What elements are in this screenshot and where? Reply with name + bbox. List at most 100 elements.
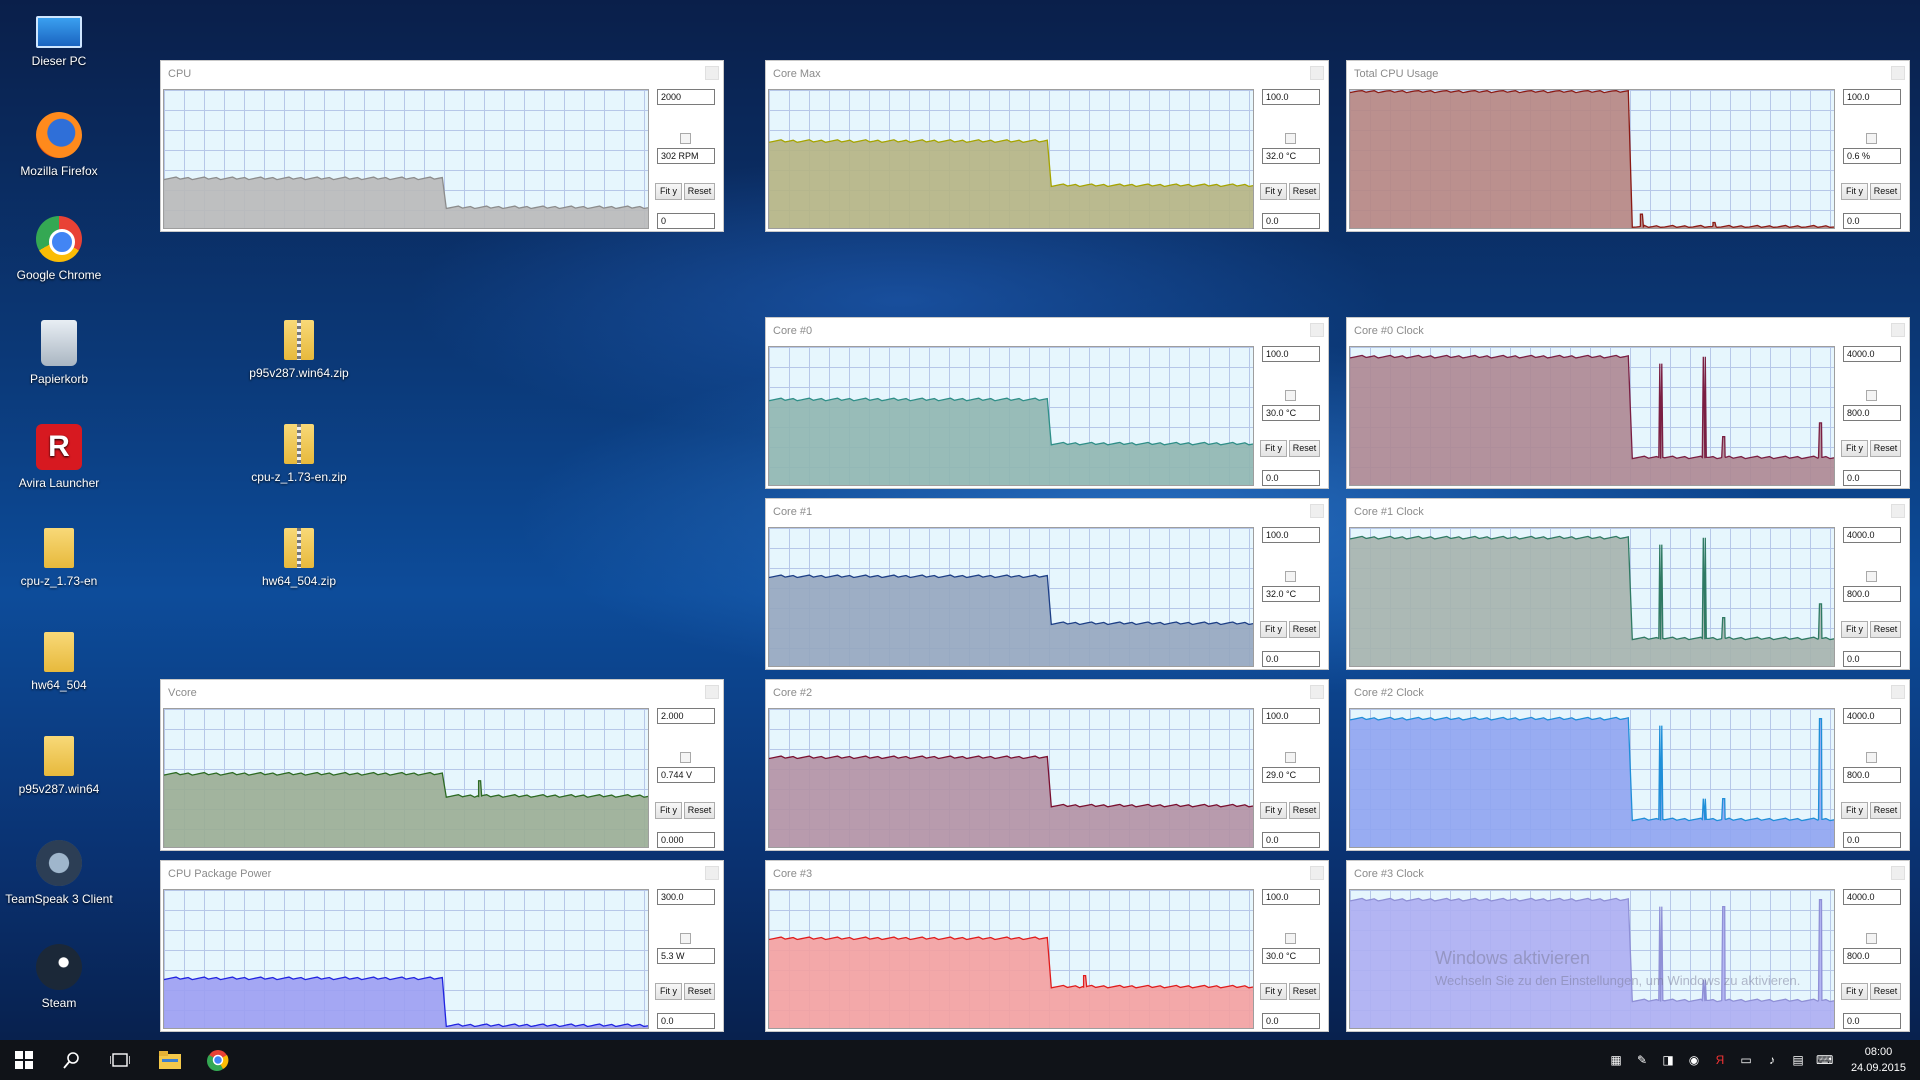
graph-window[interactable]: Vcore 2.000 0.744 V Fit y Reset 0.000 (160, 679, 724, 851)
graph-checkbox[interactable] (1866, 390, 1877, 401)
desktop-icon-hw64-zip[interactable]: hw64_504.zip (244, 528, 354, 588)
sensor-tray-icon[interactable]: ✎ (1636, 1053, 1648, 1067)
desktop-icon-chrome[interactable]: Google Chrome (4, 216, 114, 282)
graph-window[interactable]: Core #3 Clock 4000.0 800.0 Fit y Reset 0… (1346, 860, 1910, 1032)
fit-y-button[interactable]: Fit y (655, 802, 682, 819)
graph-min-field[interactable]: 0 (657, 213, 715, 229)
desktop-icon-recycle-bin[interactable]: Papierkorb (4, 320, 114, 386)
chrome-taskbar-button[interactable] (194, 1040, 242, 1080)
graph-checkbox[interactable] (1285, 933, 1296, 944)
graph-max-field[interactable]: 4000.0 (1843, 889, 1901, 905)
hwinfo-tray-icon[interactable]: ▦ (1610, 1053, 1622, 1067)
graph-close-button[interactable] (1891, 866, 1905, 880)
fit-y-button[interactable]: Fit y (1260, 983, 1287, 1000)
graph-checkbox[interactable] (1866, 752, 1877, 763)
notification-icon[interactable]: ▤ (1792, 1053, 1804, 1067)
keyboard-icon[interactable]: ⌨ (1816, 1053, 1834, 1067)
taskbar-clock[interactable]: 08:00 24.09.2015 (1851, 1044, 1906, 1076)
nvidia-tray-icon[interactable]: ◨ (1662, 1053, 1674, 1067)
graph-close-button[interactable] (705, 866, 719, 880)
graph-window[interactable]: Core #3 100.0 30.0 °C Fit y Reset 0.0 (765, 860, 1329, 1032)
graph-close-button[interactable] (1891, 504, 1905, 518)
reset-button[interactable]: Reset (684, 802, 715, 819)
start-button[interactable] (0, 1040, 48, 1080)
graph-max-field[interactable]: 100.0 (1262, 527, 1320, 543)
graph-checkbox[interactable] (1866, 133, 1877, 144)
desktop-icon-hw64-folder[interactable]: hw64_504 (4, 632, 114, 692)
fit-y-button[interactable]: Fit y (1260, 183, 1287, 200)
graph-window[interactable]: Core #0 Clock 4000.0 800.0 Fit y Reset 0… (1346, 317, 1910, 489)
reset-button[interactable]: Reset (1870, 183, 1901, 200)
graph-checkbox[interactable] (680, 752, 691, 763)
desktop-icon-p95-zip[interactable]: p95v287.win64.zip (244, 320, 354, 380)
graph-max-field[interactable]: 100.0 (1262, 889, 1320, 905)
graph-max-field[interactable]: 2000 (657, 89, 715, 105)
graph-max-field[interactable]: 4000.0 (1843, 708, 1901, 724)
graph-min-field[interactable]: 0.0 (1262, 470, 1320, 486)
graph-window[interactable]: Core #2 Clock 4000.0 800.0 Fit y Reset 0… (1346, 679, 1910, 851)
graph-checkbox[interactable] (1866, 933, 1877, 944)
fit-y-button[interactable]: Fit y (1841, 440, 1868, 457)
volume-icon[interactable]: ♪ (1769, 1053, 1775, 1067)
task-view-button[interactable] (96, 1040, 144, 1080)
graph-max-field[interactable]: 300.0 (657, 889, 715, 905)
fit-y-button[interactable]: Fit y (1260, 621, 1287, 638)
graph-close-button[interactable] (705, 66, 719, 80)
network-icon[interactable]: ▭ (1740, 1053, 1752, 1067)
fit-y-button[interactable]: Fit y (655, 183, 682, 200)
reset-button[interactable]: Reset (1870, 621, 1901, 638)
graph-window[interactable]: CPU Package Power 300.0 5.3 W Fit y Rese… (160, 860, 724, 1032)
graph-close-button[interactable] (1891, 323, 1905, 337)
graph-checkbox[interactable] (680, 933, 691, 944)
graph-min-field[interactable]: 0.0 (1262, 651, 1320, 667)
graph-close-button[interactable] (1310, 323, 1324, 337)
graph-max-field[interactable]: 100.0 (1843, 89, 1901, 105)
graph-min-field[interactable]: 0.0 (1262, 1013, 1320, 1029)
graph-min-field[interactable]: 0.0 (1843, 470, 1901, 486)
reset-button[interactable]: Reset (1870, 802, 1901, 819)
reset-button[interactable]: Reset (1870, 983, 1901, 1000)
reset-button[interactable]: Reset (684, 983, 715, 1000)
fit-y-button[interactable]: Fit y (655, 983, 682, 1000)
graph-window[interactable]: Core #0 100.0 30.0 °C Fit y Reset 0.0 (765, 317, 1329, 489)
reset-button[interactable]: Reset (1289, 983, 1320, 1000)
graph-close-button[interactable] (1891, 685, 1905, 699)
graph-min-field[interactable]: 0.0 (1262, 832, 1320, 848)
graph-min-field[interactable]: 0.0 (657, 1013, 715, 1029)
graph-min-field[interactable]: 0.0 (1843, 213, 1901, 229)
graph-checkbox[interactable] (1285, 133, 1296, 144)
reset-button[interactable]: Reset (1289, 621, 1320, 638)
fit-y-button[interactable]: Fit y (1260, 802, 1287, 819)
reset-button[interactable]: Reset (1289, 802, 1320, 819)
graph-close-button[interactable] (1310, 685, 1324, 699)
graph-window[interactable]: CPU 2000 302 RPM Fit y Reset 0 (160, 60, 724, 232)
desktop-icon-cpuz-folder[interactable]: cpu-z_1.73-en (4, 528, 114, 588)
graph-close-button[interactable] (1310, 504, 1324, 518)
fit-y-button[interactable]: Fit y (1841, 621, 1868, 638)
desktop-icon-firefox[interactable]: Mozilla Firefox (4, 112, 114, 178)
desktop-icon-dieser-pc[interactable]: Dieser PC (4, 8, 114, 68)
graph-max-field[interactable]: 4000.0 (1843, 346, 1901, 362)
graph-window[interactable]: Core #2 100.0 29.0 °C Fit y Reset 0.0 (765, 679, 1329, 851)
reset-button[interactable]: Reset (1870, 440, 1901, 457)
graph-min-field[interactable]: 0.0 (1262, 213, 1320, 229)
graph-checkbox[interactable] (1285, 752, 1296, 763)
graph-min-field[interactable]: 0.0 (1843, 1013, 1901, 1029)
graph-max-field[interactable]: 4000.0 (1843, 527, 1901, 543)
graph-close-button[interactable] (1310, 866, 1324, 880)
graph-window[interactable]: Core Max 100.0 32.0 °C Fit y Reset 0.0 (765, 60, 1329, 232)
reset-button[interactable]: Reset (1289, 183, 1320, 200)
graph-min-field[interactable]: 0.000 (657, 832, 715, 848)
avira-tray-icon[interactable]: Я (1715, 1053, 1725, 1067)
graph-min-field[interactable]: 0.0 (1843, 832, 1901, 848)
graph-window[interactable]: Total CPU Usage 100.0 0.6 % Fit y Reset … (1346, 60, 1910, 232)
reset-button[interactable]: Reset (684, 183, 715, 200)
fit-y-button[interactable]: Fit y (1260, 440, 1287, 457)
graph-close-button[interactable] (1891, 66, 1905, 80)
file-explorer-button[interactable] (146, 1040, 194, 1080)
graph-checkbox[interactable] (1285, 390, 1296, 401)
graph-window[interactable]: Core #1 100.0 32.0 °C Fit y Reset 0.0 (765, 498, 1329, 670)
desktop-icon-cpuz-zip[interactable]: cpu-z_1.73-en.zip (244, 424, 354, 484)
graph-max-field[interactable]: 100.0 (1262, 89, 1320, 105)
graph-max-field[interactable]: 2.000 (657, 708, 715, 724)
